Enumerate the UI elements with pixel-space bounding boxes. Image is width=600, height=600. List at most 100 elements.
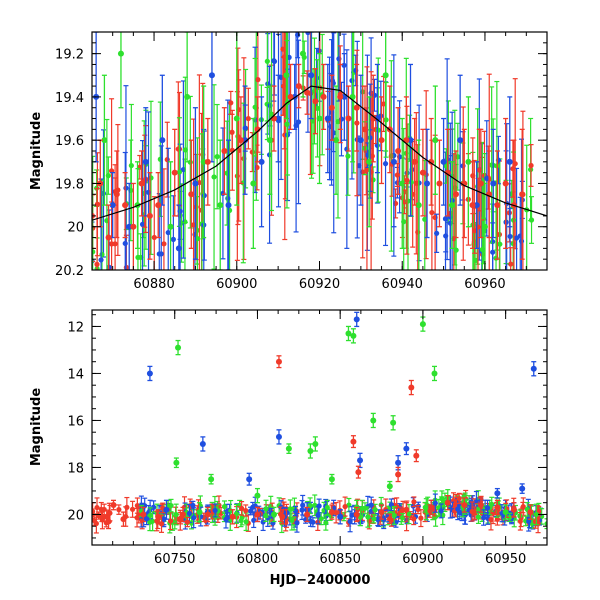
band-point — [508, 247, 514, 270]
red-data-point — [428, 117, 435, 206]
green-data-point — [271, 506, 277, 523]
band-point — [342, 496, 348, 517]
blue-data-point — [407, 63, 414, 217]
marker — [502, 180, 509, 187]
marker — [254, 492, 261, 499]
red-data-point — [337, 63, 344, 131]
marker — [229, 513, 236, 520]
y-tick-label: 20 — [67, 508, 84, 523]
marker — [428, 504, 435, 511]
marker — [490, 180, 497, 187]
red-data-point — [138, 150, 145, 217]
band-point — [212, 503, 218, 518]
marker — [101, 137, 108, 144]
red-data-point — [350, 435, 357, 449]
bottom-x-axis-label: HJD−2400000 — [270, 573, 371, 588]
band-point — [92, 514, 97, 527]
red-data-point — [353, 63, 360, 152]
marker — [357, 457, 364, 464]
y-tick-label: 12 — [67, 320, 84, 335]
red-data-point — [304, 506, 311, 523]
red-data-point — [320, 63, 327, 131]
band-point — [94, 152, 101, 257]
marker — [320, 93, 327, 100]
blue-data-point — [175, 204, 182, 270]
marker — [199, 440, 206, 447]
band-point — [239, 500, 245, 516]
x-tick-label: 60950 — [485, 552, 526, 567]
band-point — [235, 47, 241, 226]
band-point — [260, 513, 266, 532]
y-tick-label: 16 — [67, 414, 84, 429]
green-data-point — [307, 443, 314, 459]
y-tick-label: 19.8 — [55, 177, 84, 192]
marker — [271, 115, 277, 122]
marker — [304, 511, 311, 518]
marker — [275, 115, 282, 122]
marker — [117, 50, 124, 57]
band-point — [160, 502, 166, 514]
blue-data-point — [225, 139, 232, 270]
marker — [494, 490, 501, 497]
red-data-point — [204, 506, 211, 523]
marker — [448, 202, 455, 209]
red-data-point — [362, 85, 368, 174]
marker — [204, 158, 211, 165]
red-data-point — [155, 171, 162, 239]
band-point — [314, 59, 321, 158]
marker — [221, 148, 228, 154]
band-point — [432, 493, 438, 513]
red-data-point — [461, 497, 468, 513]
marker — [473, 202, 480, 209]
marker — [184, 93, 191, 100]
green-data-point — [250, 117, 257, 250]
red-data-point — [279, 509, 286, 525]
red-data-point — [403, 502, 410, 518]
band-point — [292, 505, 299, 517]
red-data-point — [378, 96, 385, 185]
marker — [419, 321, 426, 328]
x-tick-label: 60800 — [237, 552, 278, 567]
marker — [374, 115, 381, 122]
marker — [502, 509, 509, 516]
marker — [413, 452, 420, 459]
band-point — [165, 147, 171, 270]
marker — [355, 469, 362, 476]
marker — [250, 180, 257, 187]
blue-data-point — [374, 63, 381, 174]
red-data-point — [477, 497, 484, 513]
band-point — [328, 72, 334, 181]
marker — [457, 137, 464, 144]
band-point — [391, 505, 397, 525]
y-tick-label: 18 — [67, 461, 84, 476]
marker — [510, 506, 517, 513]
marker — [519, 485, 526, 492]
blue-data-point — [357, 74, 364, 206]
band-point — [116, 504, 122, 515]
band-point — [158, 145, 164, 270]
blue-data-point — [242, 85, 249, 195]
band-point — [443, 219, 449, 253]
marker — [444, 499, 451, 506]
bottom-series-group — [98, 311, 537, 530]
red-data-point — [204, 117, 211, 206]
marker — [142, 158, 149, 165]
marker — [436, 180, 443, 187]
red-data-point — [355, 465, 362, 479]
blue-data-point — [403, 442, 410, 456]
marker — [328, 104, 335, 111]
blue-data-point — [199, 436, 206, 452]
red-data-point — [295, 63, 302, 109]
y-tick-label: 20 — [67, 221, 84, 236]
band-point — [455, 498, 461, 521]
marker — [395, 459, 402, 466]
red-data-point — [312, 68, 319, 135]
top-axis-ticks: 60880 60900 60920 60940 60960 19.2 19.4 19.6 19.… — [55, 31, 548, 292]
red-data-point — [436, 139, 443, 228]
red-data-point — [477, 128, 484, 239]
red-data-point — [395, 107, 402, 195]
red-data-point — [453, 150, 459, 239]
marker — [192, 180, 199, 187]
green-data-point — [200, 85, 207, 239]
